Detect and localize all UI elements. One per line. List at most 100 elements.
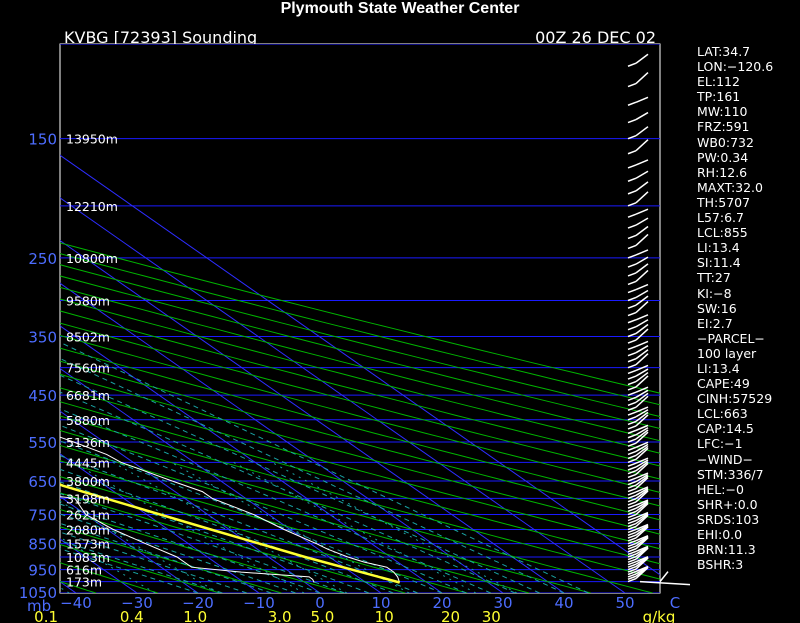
wind-barb xyxy=(635,511,649,519)
wind-barb xyxy=(635,53,649,64)
wind-barb xyxy=(627,470,637,475)
wind-barb xyxy=(627,429,637,435)
height-label: 2621m xyxy=(66,507,110,522)
moist-adiabat-line xyxy=(60,492,345,593)
wind-barb xyxy=(635,389,649,398)
index-item: PW:0.34 xyxy=(697,149,749,165)
wind-barb xyxy=(627,288,637,294)
index-item: EHI:0.0 xyxy=(697,527,743,542)
wind-barb xyxy=(635,462,649,475)
wind-barb xyxy=(635,319,649,328)
wind-barb xyxy=(635,512,649,522)
wind-barb xyxy=(635,526,649,539)
dry-adiabat-line xyxy=(60,508,344,593)
wind-barb xyxy=(627,177,637,182)
mixing-ratio-tick-label: 1.0 xyxy=(183,608,207,623)
wind-barb xyxy=(627,446,637,452)
wind-barb xyxy=(627,494,637,500)
wind-barb xyxy=(627,450,637,456)
wind-barb xyxy=(639,580,691,586)
wind-barb xyxy=(627,411,637,416)
height-label: 12210m xyxy=(66,199,118,214)
wind-barb xyxy=(635,139,649,152)
index-item: RH:12.6 xyxy=(697,164,748,180)
mixing-ratio-line xyxy=(271,461,518,593)
index-item: SI:11.4 xyxy=(697,255,741,271)
wind-barb xyxy=(627,501,637,506)
wind-barb xyxy=(635,289,649,299)
isotherm-line xyxy=(60,453,260,593)
wind-barb xyxy=(635,111,649,121)
temperature-tick-label: −30 xyxy=(121,594,153,612)
wind-barb xyxy=(627,118,637,124)
height-label: 10800m xyxy=(66,251,118,266)
wind-barb xyxy=(635,537,649,550)
temperature-tick-label: −20 xyxy=(182,594,214,612)
wind-barb xyxy=(635,323,649,335)
index-item: −WIND− xyxy=(697,451,753,467)
wind-barb xyxy=(635,395,649,408)
index-item: LAT:34.7 xyxy=(697,44,751,59)
wind-barb xyxy=(635,368,649,377)
index-item: LON:−120.6 xyxy=(697,59,774,75)
mixing-ratio-tick-label: 30 xyxy=(482,608,501,623)
wind-barb xyxy=(627,504,637,509)
wind-barb xyxy=(635,487,649,496)
wind-barb xyxy=(635,534,649,542)
dry-adiabat-line xyxy=(60,347,660,507)
dry-adiabat-line xyxy=(60,430,653,593)
index-item: SW:16 xyxy=(697,300,737,316)
mixing-ratio-line xyxy=(112,461,348,593)
dry-adiabat-line xyxy=(60,360,660,521)
index-item: EI:2.7 xyxy=(697,315,733,331)
wind-barb xyxy=(635,249,649,256)
wind-barb xyxy=(627,560,637,566)
wind-barb xyxy=(627,484,637,489)
wind-barb xyxy=(627,507,637,513)
wind-barb xyxy=(627,522,637,528)
wind-barb xyxy=(627,134,637,140)
pressure-tick-label: 250 xyxy=(28,250,57,268)
wind-barb xyxy=(627,280,637,286)
wind-barb xyxy=(627,319,637,324)
wind-barb xyxy=(635,263,649,274)
dewpoint-profile-line xyxy=(60,496,315,583)
wind-barb xyxy=(635,499,649,506)
pressure-tick-label: 350 xyxy=(28,328,57,346)
wind-barb xyxy=(635,431,649,444)
wind-barb xyxy=(635,477,649,490)
index-item: CAP:14.5 xyxy=(697,421,754,437)
index-item: CINH:57529 xyxy=(697,391,773,407)
wind-barb xyxy=(627,577,637,583)
height-label: 3198m xyxy=(66,491,110,506)
wind-barb xyxy=(635,501,649,513)
height-label: 616m xyxy=(66,563,102,578)
moist-adiabat-line xyxy=(60,548,199,593)
wind-barb xyxy=(627,516,637,522)
wind-barb xyxy=(635,269,649,282)
pressure-tick-label: 550 xyxy=(28,434,57,452)
wind-barb xyxy=(627,150,637,155)
wind-barb xyxy=(635,371,649,383)
index-item: BSHR:3 xyxy=(697,557,744,573)
dry-adiabat-line xyxy=(60,492,406,593)
temperature-tick-label: 20 xyxy=(432,594,451,612)
wind-barb xyxy=(627,497,637,503)
dry-adiabat-line xyxy=(60,444,591,593)
moist-adiabat-line xyxy=(60,341,589,593)
moist-adiabat-line xyxy=(60,374,540,593)
wind-barb xyxy=(627,254,637,259)
dry-adiabat-line xyxy=(60,264,660,418)
index-item: CAPE:49 xyxy=(697,376,750,392)
index-item: MAXT:32.0 xyxy=(697,179,763,195)
chart-title: Plymouth State Weather Center xyxy=(280,0,520,17)
wind-barb xyxy=(627,542,637,548)
wind-barb xyxy=(627,570,637,576)
wind-barb xyxy=(627,573,637,578)
temperature-tick-label: −40 xyxy=(60,594,92,612)
height-label: 2080m xyxy=(66,523,110,538)
mixing-ratio-tick-label: 0.1 xyxy=(34,608,58,623)
pressure-tick-label: 650 xyxy=(28,473,57,491)
wind-barb xyxy=(635,386,649,393)
isotherm-line xyxy=(60,197,626,593)
